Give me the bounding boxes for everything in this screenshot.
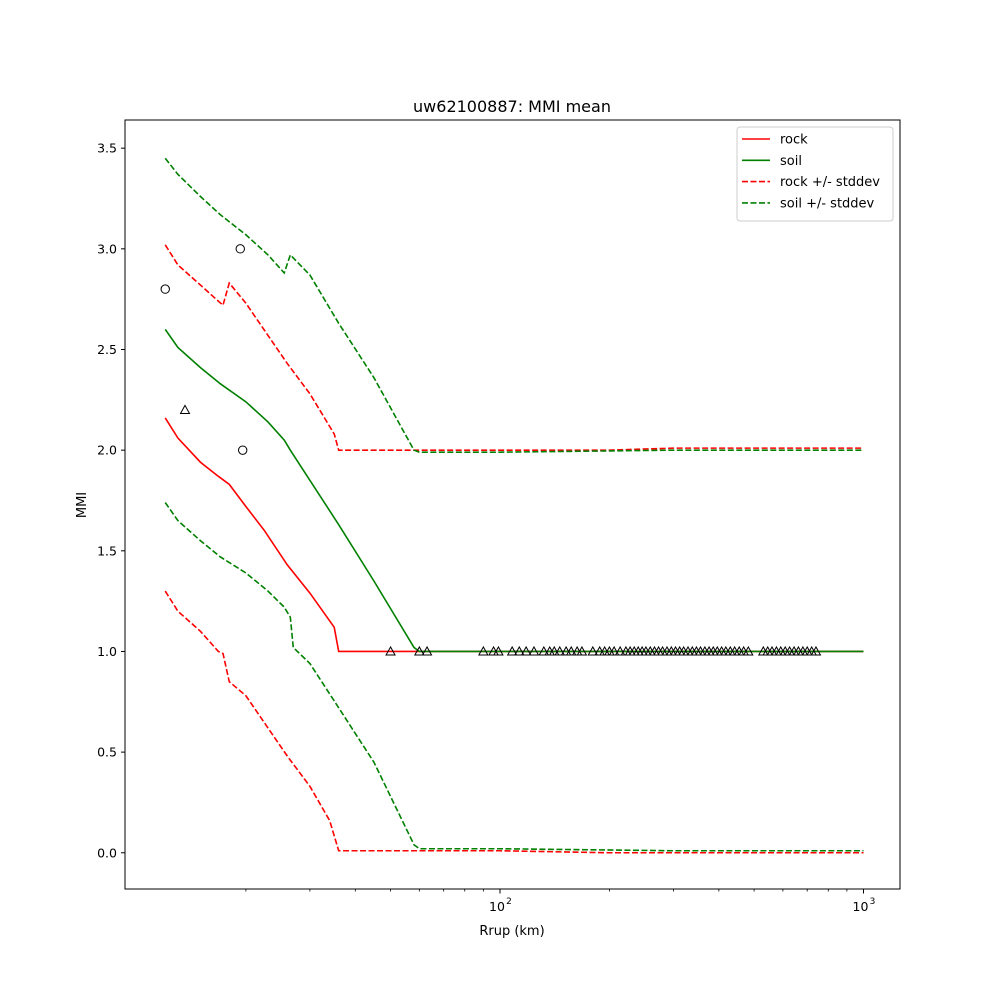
observation-triangle-marker [520,645,532,656]
y-tick-label: 2.5 [97,342,117,357]
series-line-soil-stddev-3 [164,157,864,453]
y-tick-label: 0.5 [97,745,117,760]
observation-triangle-marker [506,645,518,656]
observation-triangle-marker [538,645,550,656]
observation-triangle-marker [560,645,572,656]
observation-markers [160,244,822,656]
observation-triangle-marker [513,645,525,656]
observation-triangle-marker [548,645,560,656]
legend-box [736,126,894,222]
observation-triangle-marker [493,645,504,656]
observation-triangle-marker [385,645,396,656]
observation-triangle-marker [608,645,620,656]
observation-triangle-marker [614,645,626,656]
x-tick-label-exponent: 2 [506,897,512,907]
y-axis: 0.0 0.5 1.0 1.5 2.0 2.5 3.0 3.5 [97,141,125,860]
observation-triangle-marker [528,645,540,656]
observation-triangle-marker [587,645,599,656]
legend-label: soil +/- stddev [780,196,875,211]
observation-circle-marker [235,244,245,254]
observation-triangle-marker [478,645,489,656]
series-line-band-5 [164,502,864,852]
x-axis: 10 2 10 3 [245,889,876,914]
y-tick-label: 2.0 [97,443,117,458]
legend-label: soil [780,154,802,169]
observation-triangle-marker [810,645,822,656]
observation-triangle-marker [413,645,425,656]
observation-circle-marker [238,445,248,455]
series-line-soil-1 [164,328,864,653]
y-axis-label: MMI [75,492,90,518]
observation-triangle-marker [576,645,588,656]
plot-area-frame [124,119,901,890]
legend-label: rock +/- stddev [780,175,880,190]
x-axis-label: Rrup (km) [479,924,544,939]
series-layer [164,157,864,854]
y-tick-label: 3.5 [97,141,117,156]
legend-label: rock [780,133,808,148]
y-tick-label: 1.5 [97,543,117,558]
observation-triangle-marker [179,404,191,414]
x-tick-label: 10 [853,899,869,914]
y-tick-label: 3.0 [97,241,117,256]
observation-circle-marker [160,284,170,294]
legend: rock soil rock +/- stddev soil +/- stddev [736,126,894,222]
x-tick-label: 10 [489,899,505,914]
series-line-rock-0 [164,417,864,653]
y-tick-label: 0.0 [97,845,117,860]
observation-triangle-marker [554,645,566,656]
x-tick-label-exponent: 3 [870,897,876,907]
observation-triangle-marker [421,645,433,656]
observation-triangle-marker [565,645,577,656]
observation-triangle-marker [742,645,754,656]
y-tick-label: 1.0 [97,644,117,659]
series-line-band-4 [164,590,864,854]
series-line-rock-stddev-2 [164,244,864,451]
chart-title: uw62100887: MMI mean [413,97,611,116]
